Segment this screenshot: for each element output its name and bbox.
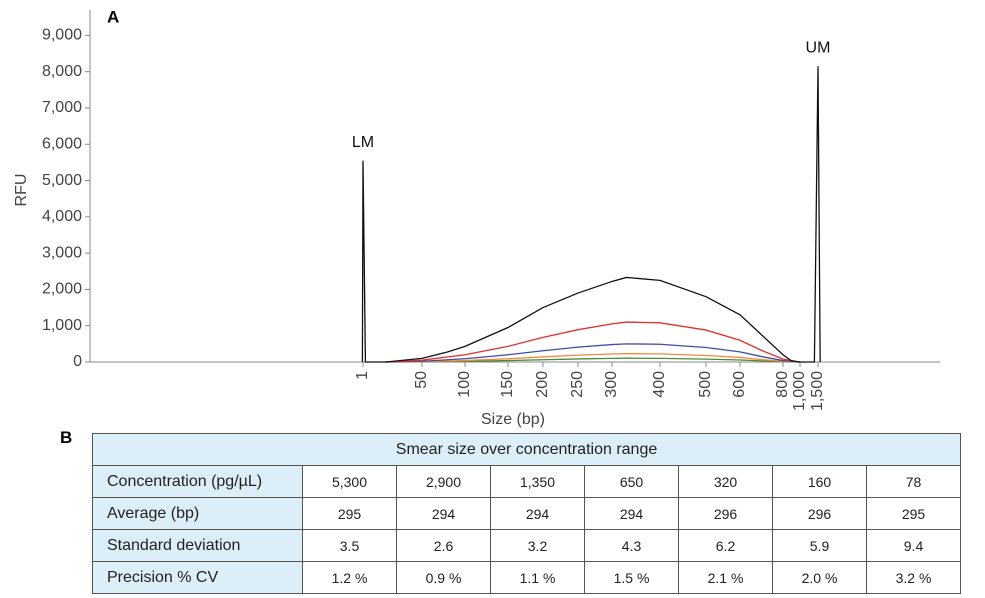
table-cell: 296 (678, 497, 773, 530)
x-tick-label: 800 (774, 371, 791, 398)
panel-label: A (107, 7, 119, 26)
table-cell: 1.2 % (302, 561, 397, 594)
table-cell: 294 (584, 497, 679, 530)
x-tick-label: 1,000 (791, 371, 808, 411)
table-title: Smear size over concentration range (92, 433, 961, 466)
y-tick-label: 9,000 (42, 27, 82, 44)
y-tick-label: 4,000 (42, 208, 82, 225)
x-tick-label: 150 (499, 371, 516, 398)
table-row: Standard deviation 3.5 2.6 3.2 4.3 6.2 5.9 9.4 (92, 529, 961, 562)
y-tick-label: 6,000 (42, 135, 82, 152)
table-cell: 9.4 (866, 529, 961, 562)
chart: A RFU Size (bp) 0 1,000 2,000 3,000 4,000 5,0… (13, 7, 940, 428)
table-row: Average (bp) 295 294 294 294 296 296 295 (92, 497, 961, 530)
table: Smear size over concentration range Conce… (92, 433, 961, 594)
table-cell: 1,350 (490, 465, 585, 498)
y-tick-label: 1,000 (42, 317, 82, 334)
x-tick-label: 1,500 (809, 371, 826, 411)
x-tick-label: 1 (354, 371, 371, 380)
table-cell: 78 (866, 465, 961, 498)
table-cell: 2.0 % (772, 561, 867, 594)
table-cell: 295 (866, 497, 961, 530)
table-cell: 5,300 (302, 465, 397, 498)
trace (385, 343, 801, 363)
table-cell: 5.9 (772, 529, 867, 562)
row-header: Standard deviation (92, 529, 303, 562)
table-cell: 2.6 (396, 529, 491, 562)
y-tick-label: 7,000 (42, 99, 82, 116)
x-axis-label: Size (bp) (481, 411, 545, 428)
trace (385, 321, 801, 363)
table-cell: 0.9 % (396, 561, 491, 594)
table-row: Precision % CV 1.2 % 0.9 % 1.1 % 1.5 % 2.1 % 2… (92, 561, 961, 594)
table-cell: 320 (678, 465, 773, 498)
trace (361, 66, 821, 363)
table-cell: 2.1 % (678, 561, 773, 594)
x-tick-label: 300 (603, 371, 620, 398)
y-tick-label: 5,000 (42, 172, 82, 189)
table-row: Concentration (pg/µL) 5,300 2,900 1,350 650 3… (92, 465, 961, 498)
table-cell: 6.2 (678, 529, 773, 562)
row-header: Concentration (pg/µL) (92, 465, 303, 498)
table-cell: 4.3 (584, 529, 679, 562)
table-cell: 294 (396, 497, 491, 530)
table-cell: 295 (302, 497, 397, 530)
y-tick-label: 0 (73, 353, 82, 370)
table-cell: 650 (584, 465, 679, 498)
table-cell: 1.1 % (490, 561, 585, 594)
panel-label: B (60, 428, 73, 447)
table-cell: 1.5 % (584, 561, 679, 594)
x-tick-label: 250 (569, 371, 586, 398)
table-cell: 2,900 (396, 465, 491, 498)
trace (385, 357, 801, 363)
x-tick-label: 400 (651, 371, 668, 398)
x-tick-label: 200 (534, 371, 551, 398)
peak-label: UM (806, 39, 831, 56)
y-tick-label: 8,000 (42, 63, 82, 80)
y-tick-label: 2,000 (42, 281, 82, 298)
table-cell: 3.2 (490, 529, 585, 562)
table-cell: 294 (490, 497, 585, 530)
trace (385, 352, 801, 363)
y-axis-label: RFU (13, 174, 30, 207)
row-header: Precision % CV (92, 561, 303, 594)
table-cell: 160 (772, 465, 867, 498)
x-tick-label: 50 (413, 371, 430, 389)
table-header-row: Smear size over concentration range (92, 433, 961, 466)
table-cell: 3.5 (302, 529, 397, 562)
x-tick-label: 100 (456, 371, 473, 398)
table-cell: 296 (772, 497, 867, 530)
y-tick-label: 3,000 (42, 244, 82, 261)
x-tick-label: 500 (697, 371, 714, 398)
x-tick-label: 600 (731, 371, 748, 398)
row-header: Average (bp) (92, 497, 303, 530)
table-cell: 3.2 % (866, 561, 961, 594)
peak-label: LM (352, 134, 374, 151)
